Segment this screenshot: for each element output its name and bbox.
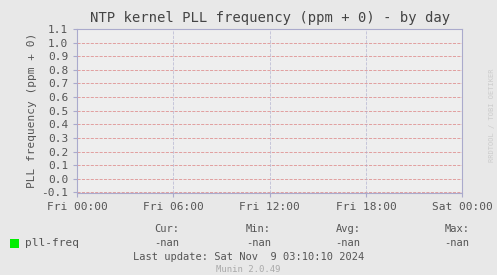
Text: Last update: Sat Nov  9 03:10:10 2024: Last update: Sat Nov 9 03:10:10 2024 bbox=[133, 252, 364, 262]
Text: -nan: -nan bbox=[246, 238, 271, 248]
Text: Max:: Max: bbox=[445, 224, 470, 234]
Text: Min:: Min: bbox=[246, 224, 271, 234]
Text: Avg:: Avg: bbox=[335, 224, 360, 234]
Text: -nan: -nan bbox=[445, 238, 470, 248]
Text: RRDTOOL / TOBI OETIKER: RRDTOOL / TOBI OETIKER bbox=[489, 69, 495, 162]
Text: Cur:: Cur: bbox=[154, 224, 179, 234]
Text: -nan: -nan bbox=[154, 238, 179, 248]
Text: -nan: -nan bbox=[335, 238, 360, 248]
Title: NTP kernel PLL frequency (ppm + 0) - by day: NTP kernel PLL frequency (ppm + 0) - by … bbox=[89, 11, 450, 25]
Y-axis label: PLL frequency (ppm + 0): PLL frequency (ppm + 0) bbox=[27, 33, 37, 188]
Text: Munin 2.0.49: Munin 2.0.49 bbox=[216, 265, 281, 274]
Text: pll-freq: pll-freq bbox=[25, 238, 79, 248]
